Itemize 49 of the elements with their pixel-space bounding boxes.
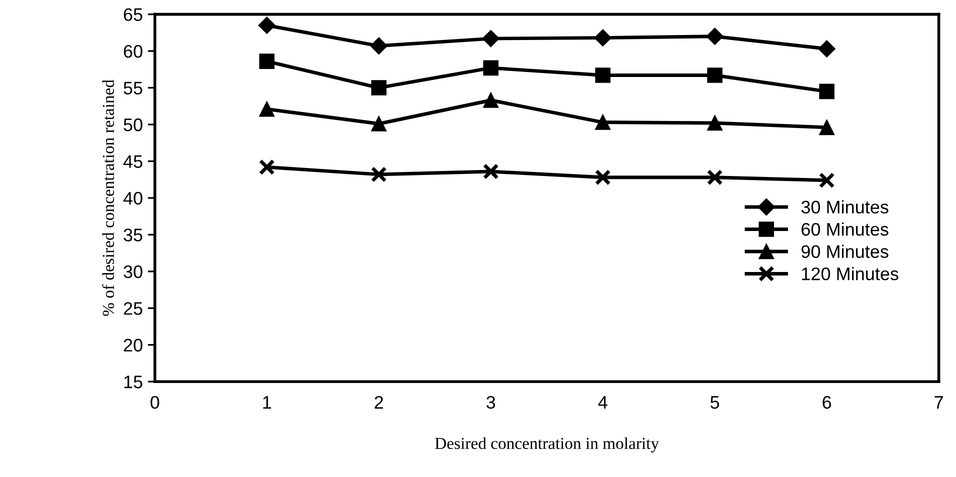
point <box>594 29 612 46</box>
point <box>819 120 834 136</box>
y-tick-label: 15 <box>124 376 142 388</box>
point <box>483 60 498 76</box>
y-tick-label: 35 <box>124 228 142 242</box>
point <box>371 116 386 132</box>
point <box>259 101 274 117</box>
y-tick-label: 60 <box>124 44 142 58</box>
x-tick-label: 4 <box>598 396 608 409</box>
point <box>819 84 834 100</box>
legend-label: 90 Minutes <box>802 244 888 258</box>
x-axis-title: Desired concentration in molarity <box>435 437 659 452</box>
y-tick-label: 20 <box>124 338 142 352</box>
point <box>370 37 388 54</box>
y-tick-label: 65 <box>124 8 142 22</box>
point <box>595 114 610 130</box>
x-tick-label: 1 <box>263 396 271 409</box>
point <box>258 16 276 34</box>
point <box>259 54 274 69</box>
point <box>707 68 722 83</box>
point <box>818 172 835 188</box>
y-tick-label: 50 <box>124 118 142 132</box>
point <box>706 169 723 186</box>
x-tick-label: 5 <box>710 396 720 409</box>
point <box>707 115 722 131</box>
point <box>706 28 724 45</box>
y-tick-label: 40 <box>123 192 142 205</box>
x-tick-label: 6 <box>822 396 832 409</box>
x-tick-label: 2 <box>374 396 383 409</box>
y-axis-title: % of desired concentration retained <box>102 80 114 316</box>
point <box>594 169 611 186</box>
y-tick-label: 25 <box>124 302 142 315</box>
point <box>818 40 836 58</box>
legend-label: 60 Minutes <box>802 222 888 236</box>
y-tick-label: 55 <box>124 82 142 94</box>
legend-label: 120 Minutes <box>802 266 898 280</box>
point <box>595 68 610 83</box>
point <box>482 164 499 180</box>
y-tick-label: 45 <box>123 155 142 168</box>
y-tick-label: 30 <box>124 265 142 278</box>
point <box>370 166 387 182</box>
point <box>371 80 386 96</box>
point <box>483 92 498 108</box>
point <box>258 159 275 176</box>
x-tick-label: 7 <box>934 396 943 409</box>
legend-label: 30 Minutes <box>801 200 888 214</box>
x-tick-label: 0 <box>150 396 160 409</box>
x-tick-label: 3 <box>486 396 496 409</box>
point <box>482 30 500 48</box>
